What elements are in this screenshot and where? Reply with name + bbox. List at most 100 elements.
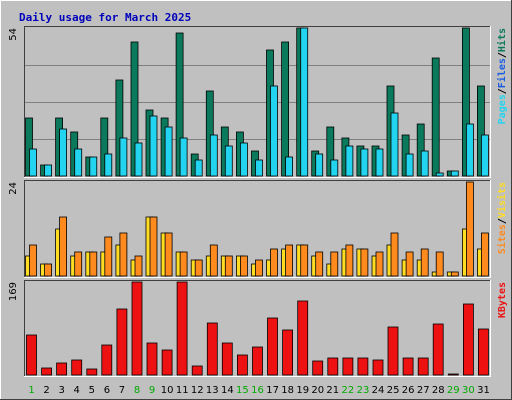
legend-entry: KBytes — [497, 282, 508, 318]
x-tick-label: 7 — [119, 385, 125, 396]
bar-hits-day-7 — [115, 79, 124, 177]
bar-files-day-10 — [164, 126, 173, 177]
x-tick-label: 30 — [462, 385, 475, 396]
bar-sites-day-17 — [270, 248, 278, 277]
bar-files-day-11 — [179, 137, 188, 177]
bar-kbytes-day-27 — [417, 357, 429, 376]
bar-files-day-25 — [390, 112, 399, 177]
bar-kbytes-day-3 — [56, 362, 67, 376]
bar-files-day-9 — [149, 115, 158, 177]
bar-hits-day-30 — [461, 27, 470, 177]
x-tick-label: 5 — [89, 385, 95, 396]
bar-kbytes-day-12 — [191, 365, 203, 376]
bar-kbytes-day-4 — [71, 359, 83, 376]
bar-sites-day-6 — [104, 236, 113, 277]
bar-kbytes-day-10 — [161, 349, 173, 376]
bar-kbytes-day-24 — [372, 359, 384, 376]
bar-files-day-27 — [420, 150, 429, 177]
bar-sites-day-12 — [194, 259, 203, 277]
bar-sites-day-15 — [239, 255, 248, 277]
x-tick-label: 14 — [221, 385, 234, 396]
bar-files-day-15 — [239, 142, 248, 177]
bar-sites-day-19 — [300, 244, 309, 277]
x-tick-label: 16 — [251, 385, 264, 396]
x-tick-label: 4 — [74, 385, 80, 396]
bar-files-day-28 — [435, 172, 444, 177]
bar-files-day-5 — [89, 156, 98, 177]
x-tick-label: 31 — [477, 385, 490, 396]
bar-kbytes-day-8 — [131, 281, 143, 376]
legend-entry: / — [497, 218, 508, 224]
bar-files-day-31 — [480, 134, 489, 177]
bar-hits-day-6 — [100, 117, 109, 177]
bar-sites-day-18 — [285, 244, 294, 277]
bar-hits-day-1 — [25, 117, 33, 177]
x-tick-label: 28 — [432, 385, 445, 396]
bar-kbytes-day-21 — [327, 357, 339, 376]
legend-entry: Hits — [496, 28, 508, 52]
bar-kbytes-day-18 — [282, 329, 294, 376]
bar-files-day-19 — [300, 27, 309, 177]
bar-kbytes-day-20 — [312, 360, 324, 376]
bar-sites-day-29 — [450, 271, 459, 277]
bar-sites-day-16 — [255, 259, 263, 277]
bar-files-day-30 — [465, 123, 474, 177]
bar-sites-day-8 — [134, 255, 143, 277]
x-tick-label: 10 — [161, 385, 174, 396]
bar-kbytes-day-29 — [447, 373, 459, 376]
bar-sites-day-10 — [164, 232, 173, 277]
legend: KBytes — [497, 282, 508, 318]
x-tick-label: 13 — [206, 385, 219, 396]
bar-kbytes-day-19 — [297, 300, 309, 376]
bar-kbytes-day-15 — [236, 354, 248, 376]
bar-hits-day-31 — [476, 85, 485, 177]
bar-sites-day-27 — [420, 248, 429, 277]
panel-1: 54 Pages/Files/Hits — [8, 26, 508, 178]
legend-entry: Files — [496, 58, 508, 88]
x-tick-label: 15 — [236, 385, 249, 396]
x-tick-label: 26 — [402, 385, 415, 396]
bar-files-day-4 — [74, 148, 83, 177]
bar-sites-day-22 — [345, 244, 354, 277]
bar-hits-day-13 — [205, 90, 214, 177]
bar-files-day-24 — [375, 148, 384, 177]
bar-sites-day-30 — [465, 181, 474, 277]
bar-kbytes-day-6 — [101, 344, 113, 376]
bar-sites-day-25 — [390, 232, 399, 277]
legend: Pages/Files/Hits — [496, 28, 508, 124]
bar-sites-day-11 — [179, 251, 188, 277]
x-tick-label: 22 — [342, 385, 355, 396]
bar-kbytes-day-5 — [86, 368, 98, 376]
bar-sites-day-13 — [209, 244, 218, 277]
bar-kbytes-day-14 — [221, 342, 233, 376]
bar-sites-day-4 — [74, 251, 83, 277]
x-tick-label: 1 — [28, 385, 34, 396]
bar-files-day-17 — [270, 85, 278, 177]
bar-sites-day-9 — [149, 216, 158, 277]
bars — [26, 281, 489, 376]
bar-files-day-18 — [285, 156, 294, 177]
y-max-label: 24 — [8, 182, 19, 195]
bars — [25, 27, 489, 177]
x-tick-label: 21 — [326, 385, 339, 396]
legend: Sites/Visits — [496, 182, 508, 254]
bar-kbytes-day-28 — [432, 323, 444, 376]
x-tick-label: 9 — [149, 385, 155, 396]
bar-sites-day-21 — [330, 251, 339, 277]
bar-sites-day-26 — [405, 251, 414, 277]
bar-files-day-12 — [194, 159, 203, 177]
y-max-label: 54 — [8, 28, 19, 41]
panel-2: 24 Sites/Visits — [8, 180, 508, 278]
x-tick-label: 23 — [357, 385, 370, 396]
bar-files-day-3 — [59, 128, 67, 177]
x-tick-label: 17 — [266, 385, 279, 396]
bar-sites-day-7 — [119, 232, 128, 277]
bar-files-day-21 — [330, 159, 339, 177]
x-tick-label: 18 — [281, 385, 294, 396]
x-tick-label: 24 — [372, 385, 385, 396]
bar-sites-day-1 — [29, 244, 37, 277]
bar-kbytes-day-30 — [462, 303, 474, 376]
bar-files-day-7 — [119, 137, 128, 177]
